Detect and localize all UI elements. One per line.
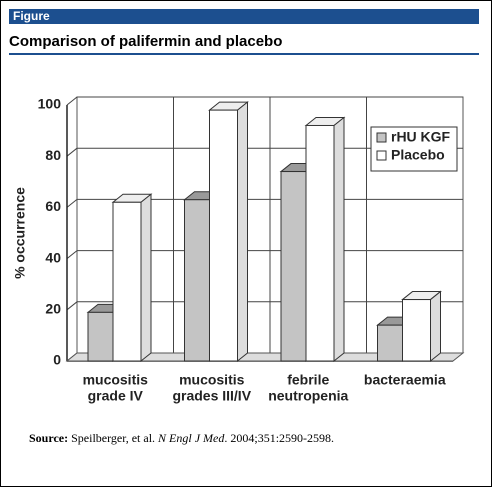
bar-front [209,109,238,362]
y-axis-label: % occurrence [12,187,28,279]
bar [208,101,249,363]
source-citation: . 2004;351:2590-2598. [224,431,335,445]
y-tick-label: 0 [53,352,61,368]
legend-swatch [376,132,387,143]
x-tick-label: bacteraemia [364,372,446,388]
bar [401,290,442,363]
bar-front [280,171,307,362]
x-tick-label: grade IV [88,388,144,404]
bar-side [333,116,345,363]
source-journal: N Engl J Med [158,431,225,445]
x-tick-label: neutropenia [268,388,348,404]
grid-depth [66,301,78,311]
legend-label: Placebo [391,147,445,163]
bar [304,116,346,363]
grid-depth [66,199,78,208]
grid-depth [66,147,78,157]
bar-front [112,201,142,362]
bar-side [430,290,441,363]
grid-depth [66,250,78,259]
figure-header: Figure [9,9,479,24]
y-tick-label: 40 [45,249,61,265]
y-tick-label: 80 [45,147,61,163]
bar-front [87,311,114,362]
grid-depth [66,96,78,106]
source: Source: Speilberger, et al. N Engl J Med… [29,431,334,446]
source-label: Source: [29,431,69,445]
y-tick-label: 100 [38,96,62,112]
bar-front [377,324,403,362]
x-tick-label: febrile [287,372,329,388]
source-authors: Speilberger, et al. [71,431,156,445]
bar-side [140,193,152,363]
bar-front [402,299,431,362]
x-tick-label: mucositis [179,372,245,388]
bar-side [237,101,248,363]
x-tick-label: grades III/IV [172,388,251,404]
bar-front [184,199,210,362]
x-tick-label: mucositis [83,372,149,388]
bar-front [305,124,335,362]
legend-label: rHU KGF [391,129,451,145]
y-tick-label: 60 [45,198,61,214]
legend-swatch [376,150,387,161]
y-tick-label: 20 [45,301,61,317]
chart-title: Comparison of palifermin and placebo [9,33,479,55]
bar [111,193,153,363]
